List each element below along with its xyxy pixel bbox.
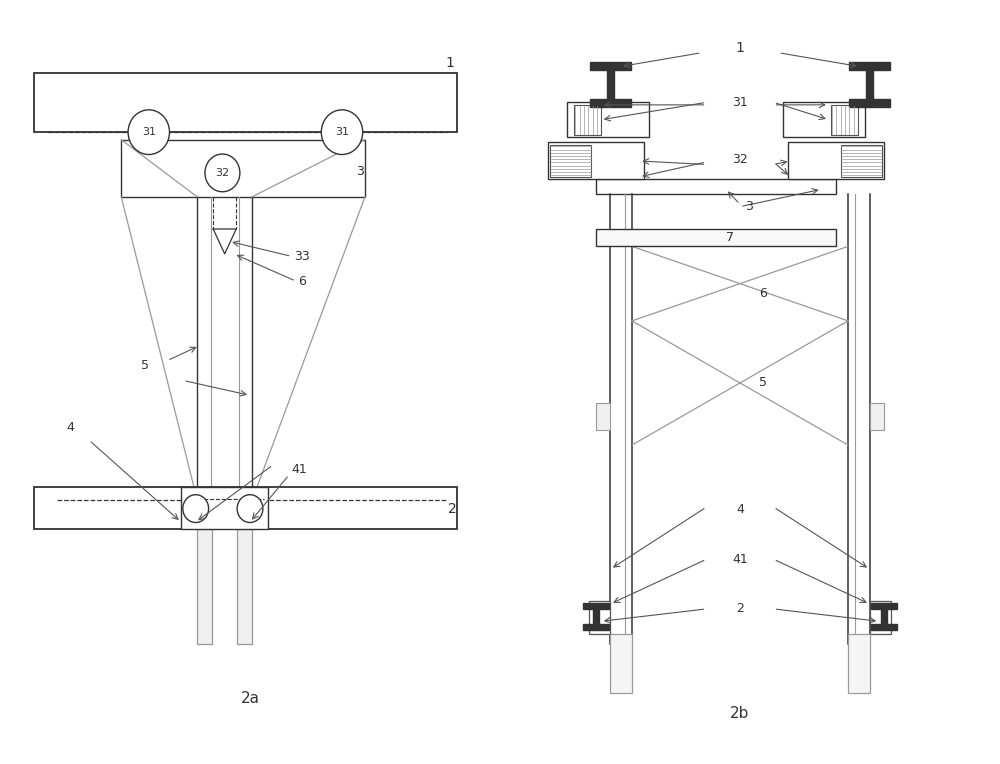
- Bar: [589, 601, 610, 634]
- Circle shape: [183, 495, 209, 523]
- Bar: [871, 624, 897, 630]
- Text: 6: 6: [298, 274, 306, 288]
- Bar: [610, 634, 632, 694]
- Bar: [870, 403, 884, 430]
- Circle shape: [321, 110, 363, 154]
- Text: 2: 2: [448, 502, 457, 516]
- Bar: [788, 142, 884, 180]
- Bar: [197, 529, 212, 643]
- Text: 1: 1: [736, 40, 744, 55]
- Text: 41: 41: [732, 552, 748, 566]
- Circle shape: [205, 154, 240, 192]
- Text: 1: 1: [446, 56, 454, 70]
- Bar: [567, 102, 649, 138]
- Bar: [596, 229, 836, 247]
- Text: 31: 31: [335, 127, 349, 138]
- Bar: [548, 142, 644, 180]
- Text: 31: 31: [732, 96, 748, 109]
- Bar: [783, 102, 865, 138]
- Bar: [583, 624, 609, 630]
- Bar: [596, 180, 836, 194]
- Bar: [848, 634, 870, 694]
- Bar: [181, 487, 268, 529]
- Bar: [849, 62, 890, 70]
- Text: 5: 5: [759, 377, 767, 390]
- Bar: [574, 105, 601, 134]
- Circle shape: [128, 110, 170, 154]
- Text: 33: 33: [294, 250, 309, 263]
- Text: 4: 4: [736, 503, 744, 516]
- Bar: [881, 609, 887, 624]
- Text: 32: 32: [732, 153, 748, 166]
- Text: 7: 7: [726, 231, 734, 244]
- Bar: [831, 105, 858, 134]
- Bar: [550, 144, 591, 177]
- Bar: [841, 144, 882, 177]
- Text: 4: 4: [66, 421, 74, 434]
- Text: 6: 6: [759, 287, 767, 300]
- Text: 3: 3: [745, 200, 753, 213]
- Bar: [871, 603, 897, 609]
- Bar: [583, 603, 609, 609]
- Bar: [596, 403, 610, 430]
- Bar: [590, 62, 631, 70]
- Text: 5: 5: [141, 359, 149, 372]
- Bar: [34, 487, 457, 529]
- Bar: [849, 99, 890, 108]
- Text: 41: 41: [291, 463, 307, 477]
- Polygon shape: [213, 229, 236, 254]
- Bar: [870, 601, 891, 634]
- Bar: [607, 70, 614, 99]
- Bar: [237, 529, 252, 643]
- Bar: [590, 99, 631, 108]
- Text: 31: 31: [142, 127, 156, 138]
- Text: 3: 3: [356, 165, 364, 179]
- Bar: [866, 70, 873, 99]
- Text: 2a: 2a: [241, 691, 260, 706]
- Text: 2: 2: [736, 602, 744, 616]
- Text: 2b: 2b: [730, 706, 750, 720]
- Circle shape: [237, 495, 263, 523]
- Bar: [34, 73, 457, 132]
- Bar: [121, 140, 365, 197]
- Text: 32: 32: [215, 168, 229, 178]
- Bar: [593, 609, 599, 624]
